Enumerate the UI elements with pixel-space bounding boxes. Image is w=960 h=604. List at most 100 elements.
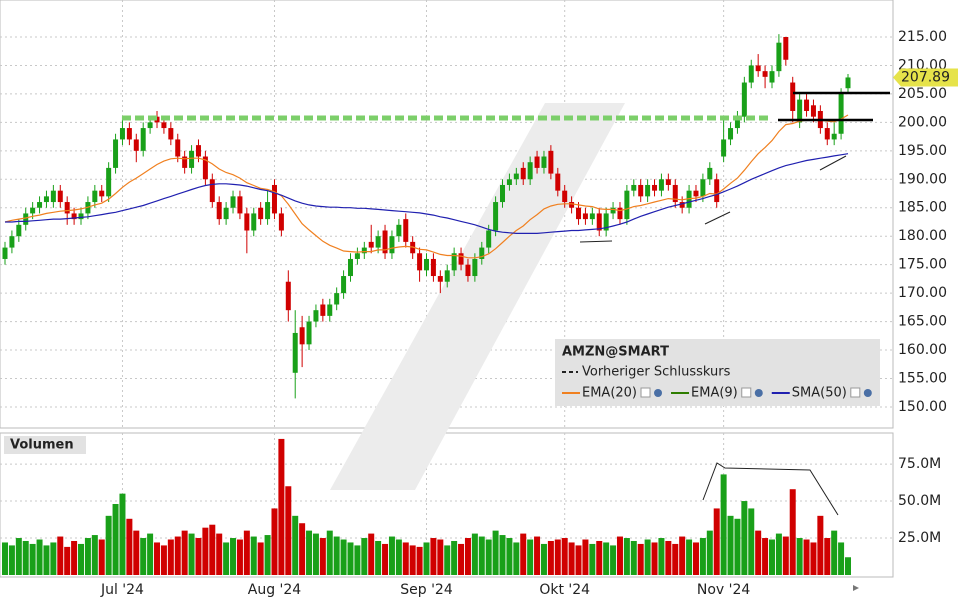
legend-label: Vorheriger Schlusskurs — [582, 365, 731, 380]
volume-bar — [464, 538, 471, 575]
volume-bar — [789, 489, 796, 575]
volume-bar — [540, 543, 547, 575]
candle-body — [334, 293, 340, 305]
candle-body — [610, 207, 616, 214]
candle-body — [451, 253, 457, 271]
candle-body — [500, 184, 506, 203]
legend-toggle[interactable] — [640, 387, 651, 398]
legend-label: EMA(20) — [582, 386, 637, 401]
volume-bar — [361, 538, 368, 575]
volume-bar — [84, 538, 91, 575]
volume-bar — [382, 543, 389, 575]
volume-bar — [160, 545, 167, 575]
volume-bar — [720, 474, 727, 575]
x-tick-label: Jul '24 — [100, 582, 144, 598]
volume-bar — [133, 530, 140, 575]
volume-bar — [471, 533, 478, 575]
last-price-badge — [893, 68, 958, 87]
candle-body — [755, 65, 761, 72]
legend-toggle[interactable] — [850, 387, 861, 398]
candle-body — [417, 253, 423, 271]
volume-bar — [775, 533, 782, 575]
volume-bar — [257, 542, 264, 575]
volume-bar — [71, 540, 78, 575]
volume-bar — [506, 538, 513, 575]
candle-body — [652, 184, 658, 191]
candle-body — [569, 202, 575, 208]
volume-bar — [174, 536, 181, 575]
volume-bar — [603, 542, 610, 575]
volume-bar — [230, 538, 237, 575]
x-tick-label: Aug '24 — [248, 582, 302, 598]
candle-body — [237, 196, 243, 214]
candle-body — [126, 128, 132, 140]
legend-symbol: AMZN@SMART — [562, 345, 669, 360]
candle-body — [251, 213, 257, 231]
candle-body — [479, 247, 485, 259]
volume-bar — [333, 536, 340, 575]
volume-bar — [57, 536, 64, 575]
volume-bar — [195, 538, 202, 575]
volume-bar — [755, 530, 762, 575]
x-tick-label: Sep '24 — [400, 582, 453, 598]
candle-body — [292, 332, 298, 373]
volume-bar — [395, 539, 402, 575]
volume-bar — [444, 545, 451, 575]
volume-bar — [686, 539, 693, 575]
legend-toggle[interactable] — [741, 387, 752, 398]
volume-bar — [409, 545, 416, 575]
volume-bar — [734, 518, 741, 575]
volume-bar — [50, 542, 57, 575]
candle-body — [50, 190, 56, 203]
candle-body — [527, 162, 533, 180]
legend-settings[interactable] — [754, 389, 763, 397]
volume-bar — [271, 508, 278, 575]
y-tick-label: 215.00 — [898, 29, 947, 45]
volume-bar — [29, 543, 36, 575]
scroll-arrow[interactable] — [853, 585, 859, 591]
candle-body — [769, 71, 775, 83]
candle-body — [78, 213, 84, 220]
volume-bar — [299, 523, 306, 575]
volume-bar — [319, 538, 326, 575]
candle-body — [216, 202, 222, 220]
volume-bar — [782, 536, 789, 575]
candle-body — [437, 276, 443, 282]
candle-body — [313, 310, 319, 322]
candle-body — [520, 167, 526, 180]
volume-bar — [527, 539, 534, 575]
volume-bar — [8, 545, 15, 575]
candle-body — [389, 236, 395, 254]
volume-bar — [492, 530, 499, 575]
volume-bar — [147, 533, 154, 575]
volume-tick-label: 50.0M — [898, 493, 941, 509]
candle-body — [430, 258, 436, 277]
candle-body — [624, 190, 630, 220]
volume-bar — [485, 539, 492, 575]
volume-bar — [768, 539, 775, 575]
volume-bar — [278, 438, 285, 575]
candle-body — [37, 202, 43, 208]
volume-bar — [264, 535, 271, 575]
volume-bar — [803, 539, 810, 575]
volume-bar — [78, 543, 85, 575]
candle-body — [486, 230, 492, 248]
legend-settings[interactable] — [863, 389, 872, 397]
candle-body — [189, 150, 195, 168]
candle-body — [748, 65, 754, 83]
legend-row: EMA(20) EMA(9) SMA(50) — [562, 386, 872, 401]
candle-body — [113, 139, 119, 168]
candle-body — [576, 207, 582, 220]
volume-bar — [43, 545, 50, 575]
candle-body — [444, 270, 450, 282]
volume-bar — [706, 530, 713, 575]
candle-body — [195, 145, 201, 157]
candle-body — [562, 190, 568, 203]
volume-bar — [285, 486, 292, 575]
volume-bar — [140, 538, 147, 575]
volume-bar — [181, 530, 188, 575]
candle-body — [299, 327, 305, 345]
volume-bar — [209, 524, 216, 575]
legend-settings[interactable] — [654, 389, 663, 397]
